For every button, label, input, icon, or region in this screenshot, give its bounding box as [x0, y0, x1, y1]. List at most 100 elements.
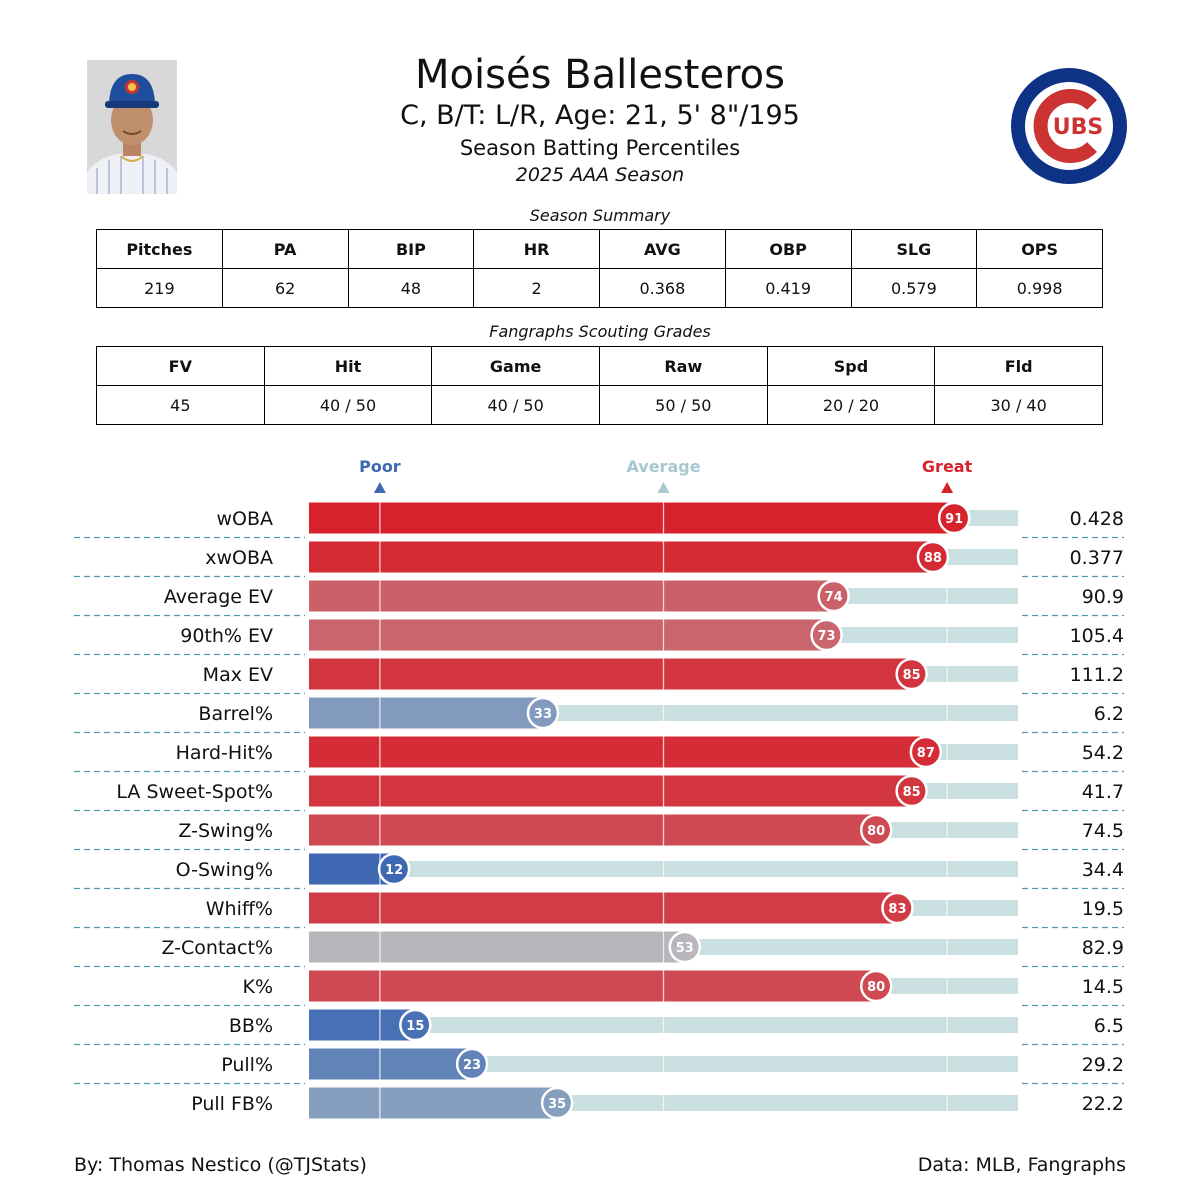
percentile-label: 83 [888, 902, 906, 917]
summary-header: OBP [724, 229, 852, 269]
metric-label: O-Swing% [176, 859, 273, 881]
summary-header: SLG [850, 229, 978, 269]
percentile-bar [309, 814, 877, 846]
marker-label-poor: Poor [359, 457, 401, 476]
scouting-value: 40 / 50 [431, 385, 600, 425]
metric-value: 54.2 [1082, 742, 1124, 764]
percentile-circle [540, 1086, 574, 1120]
percentile-label: 85 [903, 785, 921, 800]
footer-credit: By: Thomas Nestico (@TJStats) [74, 1154, 367, 1176]
percentile-label: 23 [463, 1058, 481, 1073]
summary-header: AVG [599, 229, 726, 269]
player-bio: C, B/T: L/R, Age: 21, 5' 8"/195 [400, 100, 800, 131]
percentile-circle [881, 891, 914, 925]
scouting-value: 40 / 50 [263, 385, 433, 425]
metric-label: Barrel% [198, 703, 273, 725]
percentile-circle [810, 618, 843, 652]
metric-value: 111.2 [1070, 664, 1124, 686]
percentile-label: 85 [903, 668, 921, 683]
metric-value: 90.9 [1082, 586, 1124, 608]
percentile-bar [309, 697, 543, 729]
summary-header: OPS [976, 229, 1103, 269]
cubs-logo: UBS [1010, 67, 1128, 185]
percentile-circle [895, 657, 928, 691]
summary-value: 62 [221, 268, 349, 308]
percentile-label: 12 [385, 863, 403, 878]
percentile-label: 87 [917, 746, 935, 761]
percentile-circle [895, 774, 928, 808]
metric-label: Pull% [221, 1054, 273, 1076]
logo-wordmark: UBS [1053, 115, 1103, 140]
percentile-circle [455, 1047, 489, 1081]
metric-value: 74.5 [1082, 820, 1124, 842]
metric-value: 22.2 [1082, 1093, 1124, 1115]
marker-arrow-average [657, 482, 670, 493]
metric-value: 82.9 [1082, 937, 1124, 959]
scouting-value: 50 / 50 [598, 385, 768, 425]
scouting-grades-table: FV Hit Game Raw Spd Fld 45 40 / 50 40 / … [96, 346, 1103, 425]
metric-label: wOBA [216, 508, 273, 530]
metric-value: 14.5 [1082, 976, 1124, 998]
summary-header: HR [473, 229, 600, 269]
percentile-bar [309, 970, 877, 1002]
summary-value: 2 [473, 268, 600, 308]
percentile-circle [909, 735, 943, 769]
player-name: Moisés Ballesteros [415, 52, 785, 98]
percentile-bar [309, 658, 912, 690]
percentile-bar [309, 1048, 473, 1080]
metric-value: 29.2 [1082, 1054, 1124, 1076]
scouting-header: Game [431, 346, 600, 386]
metric-label: LA Sweet-Spot% [116, 781, 273, 803]
percentile-circle [859, 813, 893, 847]
percentile-bar [309, 580, 834, 612]
metric-label: Max EV [203, 664, 273, 686]
metric-label: Z-Swing% [178, 820, 273, 842]
scouting-value: 30 / 40 [934, 385, 1103, 425]
percentile-bar [309, 1087, 558, 1119]
percentile-label: 74 [825, 590, 843, 605]
summary-value: 0.368 [599, 268, 726, 308]
summary-header: PA [221, 229, 349, 269]
metric-value: 34.4 [1082, 859, 1124, 881]
metric-value: 0.428 [1070, 508, 1124, 530]
percentile-circle [916, 540, 950, 574]
player-headshot [87, 60, 177, 194]
summary-header: Pitches [96, 229, 223, 269]
percentile-circle [526, 696, 560, 730]
percentile-circle [859, 969, 893, 1003]
summary-value: 48 [347, 268, 475, 308]
marker-arrow-poor [373, 482, 386, 493]
marker-arrow-great [941, 482, 954, 493]
percentile-circle [377, 852, 411, 886]
scouting-value: 20 / 20 [766, 385, 936, 425]
percentile-label: 15 [406, 1019, 424, 1034]
percentile-circle [937, 501, 971, 535]
summary-value: 0.579 [850, 268, 978, 308]
percentile-circle [399, 1008, 432, 1042]
metric-value: 105.4 [1070, 625, 1124, 647]
metric-label: Whiff% [206, 898, 273, 920]
scouting-value: 45 [96, 385, 265, 425]
metric-label: 90th% EV [180, 625, 273, 647]
metric-label: Z-Contact% [161, 937, 273, 959]
scouting-header: FV [96, 346, 265, 386]
metric-label: BB% [229, 1015, 273, 1037]
season-summary-caption: Season Summary [529, 206, 671, 225]
percentile-bar [309, 892, 898, 924]
footer-source: Data: MLB, Fangraphs [917, 1154, 1126, 1176]
chart-subtitle: Season Batting Percentiles [459, 136, 741, 160]
percentile-label: 91 [945, 512, 963, 527]
percentile-bar [309, 541, 933, 573]
metric-label: Hard-Hit% [176, 742, 273, 764]
percentile-circle [668, 930, 702, 964]
percentile-label: 53 [676, 941, 694, 956]
scouting-header: Raw [598, 346, 768, 386]
percentile-bar [309, 931, 685, 963]
summary-value: 0.998 [976, 268, 1103, 308]
percentile-bar [309, 619, 827, 651]
percentile-bar-chart: Poor Average Great wOBA 0.428 xwOBA 0.377 Avera… [74, 457, 1124, 1120]
percentile-label: 33 [534, 707, 552, 722]
summary-value: 0.419 [724, 268, 852, 308]
metric-value: 19.5 [1082, 898, 1124, 920]
season-label: 2025 AAA Season [515, 164, 685, 186]
